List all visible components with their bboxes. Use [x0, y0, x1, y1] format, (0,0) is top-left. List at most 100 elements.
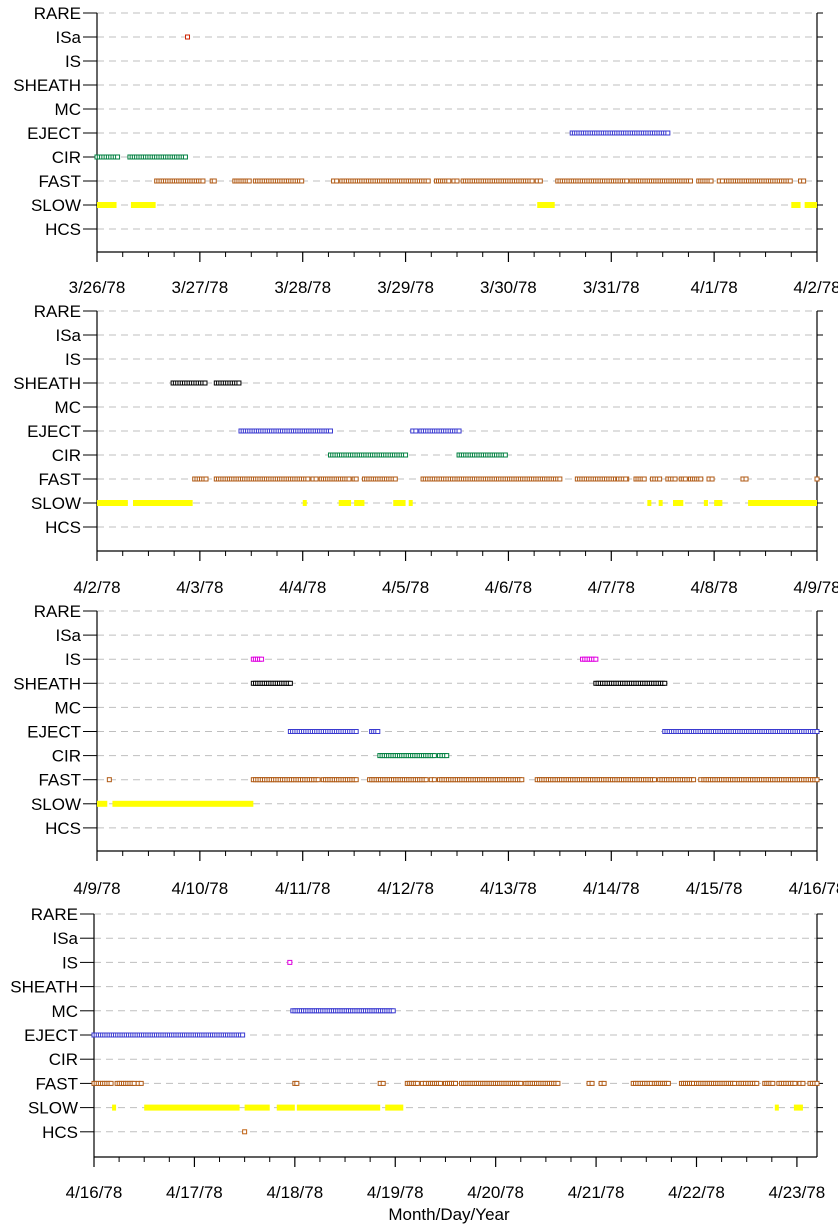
category-label-fast: FAST [35, 1074, 78, 1093]
panel-4: RARE ISa IS SHEATH MC EJECT CIR FAST SLOW HCS 4/16… [10, 905, 825, 1202]
fast-point [211, 178, 217, 184]
mc-point [390, 1008, 396, 1014]
fast-point [709, 476, 715, 482]
fast-point [732, 1080, 738, 1086]
fast-point [691, 777, 697, 783]
slow-wind-interval [338, 500, 352, 506]
x-tick-label: 4/9/78 [73, 879, 120, 898]
category-label-fast: FAST [38, 771, 81, 790]
fast-point [305, 476, 311, 482]
is-point [287, 959, 293, 965]
slow-wind-interval [748, 500, 817, 506]
category-label-eject: EJECT [27, 124, 81, 143]
panel-1: RARE ISa IS SHEATH MC EJECT CIR FAST SLOW HCS 3/26… [13, 4, 838, 297]
fast-point [754, 1080, 760, 1086]
x-tick-label: 4/18/78 [266, 1183, 323, 1202]
x-tick-label: 4/16/78 [66, 1183, 123, 1202]
cir-point [431, 753, 437, 759]
fast-point [200, 178, 206, 184]
fast-point [589, 1080, 595, 1086]
panel-2: RARE ISa IS SHEATH MC EJECT CIR FAST SLOW HCS 4/2/… [13, 302, 838, 597]
x-tick-label: 3/28/78 [274, 278, 331, 297]
category-label-slow: SLOW [28, 1099, 78, 1118]
eject-point [240, 1032, 246, 1038]
slow-wind-interval [112, 800, 254, 807]
fast-point [299, 178, 305, 184]
category-label-mc: MC [52, 1002, 78, 1021]
cir-point [403, 452, 409, 458]
x-tick-label: 4/22/78 [668, 1183, 725, 1202]
slow-wind-interval [658, 500, 663, 506]
fast-point [641, 476, 647, 482]
category-label-isa: ISa [55, 626, 81, 645]
fast-point [743, 476, 749, 482]
fast-point [423, 777, 429, 783]
fast-point [601, 1080, 607, 1086]
fast-point [519, 777, 525, 783]
fast-point [787, 178, 793, 184]
is-point [259, 656, 265, 662]
x-tick-label: 4/14/78 [583, 879, 640, 898]
fast-point [623, 476, 629, 482]
slow-wind-interval [793, 1104, 803, 1111]
fast-point [719, 178, 725, 184]
category-label-cir: CIR [52, 446, 81, 465]
fast-point [814, 476, 820, 482]
x-tick-label: 3/30/78 [480, 278, 537, 297]
cir-point [115, 154, 121, 160]
category-label-eject: EJECT [24, 1026, 78, 1045]
fast-point [800, 1080, 806, 1086]
fast-point [334, 178, 340, 184]
slow-wind-interval [354, 500, 365, 506]
slow-wind-interval [408, 500, 413, 506]
fast-point [313, 476, 319, 482]
slow-wind-interval [296, 1104, 381, 1111]
slow-wind-interval [774, 1104, 779, 1111]
isa-point [185, 34, 191, 40]
fast-point [555, 1080, 561, 1086]
fast-point [346, 476, 352, 482]
fast-point [801, 178, 807, 184]
category-label-cir: CIR [52, 747, 81, 766]
fast-point [657, 476, 663, 482]
x-tick-label: 4/1/78 [691, 278, 738, 297]
fast-point [792, 1080, 798, 1086]
fast-point [624, 178, 630, 184]
slow-wind-interval [97, 800, 108, 807]
x-tick-label: 3/27/78 [171, 278, 228, 297]
x-tick-label: 4/16/78 [789, 879, 838, 898]
x-tick-label: 3/26/78 [69, 278, 126, 297]
fast-point [353, 476, 359, 482]
x-tick-label: 4/2/78 [793, 278, 838, 297]
fast-point [138, 1080, 144, 1086]
slow-wind-interval [791, 202, 801, 208]
x-tick-label: 4/21/78 [568, 1183, 625, 1202]
category-label-sheath: SHEATH [10, 978, 78, 997]
slow-wind-interval [133, 500, 193, 506]
fast-point [380, 1080, 386, 1086]
fast-point [814, 1080, 820, 1086]
category-label-fast: FAST [38, 172, 81, 191]
slow-wind-interval [647, 500, 652, 506]
x-tick-label: 4/13/78 [480, 879, 537, 898]
category-label-isa: ISa [55, 326, 81, 345]
x-tick-label: 4/8/78 [691, 578, 738, 597]
slow-wind-interval [244, 1104, 270, 1111]
sheath-point [662, 680, 668, 686]
category-label-sheath: SHEATH [13, 374, 81, 393]
x-tick-label: 4/5/78 [382, 578, 429, 597]
category-label-is: IS [65, 52, 81, 71]
x-tick-label: 4/3/78 [176, 578, 223, 597]
slow-wind-interval [144, 1104, 240, 1111]
x-tick-label: 4/15/78 [686, 879, 743, 898]
x-tick-label: 4/10/78 [171, 879, 228, 898]
cir-point [182, 154, 188, 160]
fast-point [682, 476, 688, 482]
eject-point [375, 729, 381, 734]
category-label-rare: RARE [34, 602, 81, 621]
fast-point [537, 178, 543, 184]
fast-point [446, 178, 452, 184]
category-label-mc: MC [55, 698, 81, 717]
slow-wind-interval [302, 500, 307, 506]
category-label-mc: MC [55, 100, 81, 119]
